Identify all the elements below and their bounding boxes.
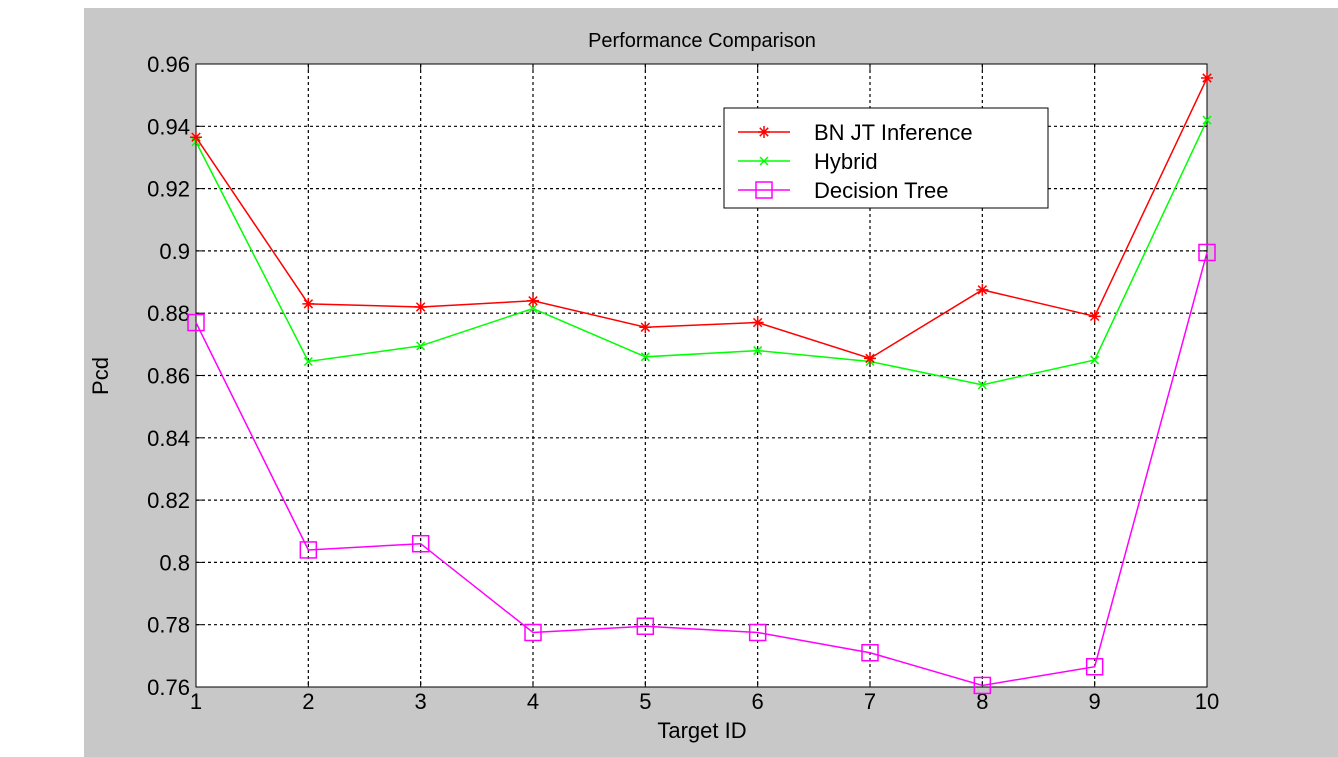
x-tick-label: 6 — [752, 689, 764, 714]
data-point — [527, 294, 539, 307]
data-point — [411, 534, 430, 553]
data-point — [976, 283, 989, 296]
series-line — [195, 77, 1208, 360]
y-tick-label: 0.82 — [147, 488, 190, 513]
data-point — [751, 316, 764, 329]
x-tick-label: 8 — [976, 689, 988, 714]
data-point — [748, 623, 767, 642]
legend: BN JT Inference Hybrid Decision Tree — [723, 107, 1049, 209]
data-point — [1198, 243, 1216, 262]
chart-title: Performance Comparison — [588, 30, 816, 52]
series-line — [195, 119, 1208, 386]
data-point — [303, 356, 313, 367]
legend-swatch-marker — [755, 181, 773, 199]
data-point — [636, 617, 655, 636]
legend-entry: Hybrid — [738, 149, 878, 174]
y-axis-label: Pcd — [88, 357, 113, 395]
data-point — [977, 380, 987, 390]
legend-entry: BN JT Inference — [738, 120, 973, 145]
data-point — [299, 541, 318, 559]
y-tick-label: 0.84 — [147, 426, 190, 451]
data-point — [528, 303, 538, 314]
y-tick-label: 0.9 — [159, 239, 190, 264]
data-point — [864, 352, 876, 365]
y-tick-label: 0.88 — [147, 301, 190, 326]
x-tick-label: 2 — [302, 689, 314, 714]
data-point — [753, 346, 763, 356]
data-point — [416, 341, 426, 351]
series-decision-tree — [187, 243, 1216, 695]
x-tick-label: 4 — [527, 689, 539, 714]
legend-entry: Decision Tree — [738, 178, 949, 203]
data-point — [187, 313, 205, 332]
grid — [196, 64, 1207, 687]
legend-swatch-marker — [759, 156, 769, 166]
data-point — [190, 131, 202, 144]
legend-label: Decision Tree — [814, 178, 949, 203]
data-point — [414, 300, 427, 313]
data-point — [1088, 310, 1101, 323]
data-point — [973, 676, 992, 695]
data-point — [861, 643, 879, 662]
data-point — [639, 321, 652, 334]
y-tick-label: 0.76 — [147, 675, 190, 700]
y-tick-label: 0.96 — [147, 52, 190, 77]
y-tick-label: 0.86 — [147, 364, 190, 389]
data-point — [524, 623, 542, 642]
x-tick-label: 3 — [415, 689, 427, 714]
legend-swatch-marker — [758, 126, 770, 138]
y-tick-label: 0.92 — [147, 177, 190, 202]
data-point — [1202, 115, 1212, 125]
figure-background: 1 2 3 4 5 6 7 8 9 10 0.76 0.78 0.8 0.82 0.84 0.86 0.88 0.… — [84, 8, 1338, 757]
series-line — [195, 252, 1208, 687]
data-point — [640, 352, 650, 362]
x-tick-label: 9 — [1089, 689, 1101, 714]
y-tick-label: 0.8 — [159, 550, 190, 575]
y-tick-label: 0.94 — [147, 114, 190, 139]
x-tick-label: 7 — [864, 689, 876, 714]
chart: 1 2 3 4 5 6 7 8 9 10 0.76 0.78 0.8 0.82 0.84 0.86 0.88 0.… — [88, 30, 1219, 743]
legend-box — [723, 107, 1049, 209]
series-layer — [187, 72, 1216, 695]
axis-ticks: 1 2 3 4 5 6 7 8 9 10 0.76 0.78 0.8 0.82 0.84 0.86 0.88 0.… — [147, 52, 1219, 714]
data-point — [1201, 72, 1213, 85]
y-tick-label: 0.78 — [147, 613, 190, 638]
x-tick-label: 1 — [190, 689, 202, 714]
data-point — [302, 297, 315, 310]
series-bn-jt-inference — [190, 72, 1213, 365]
legend-label: BN JT Inference — [814, 120, 973, 145]
x-axis-label: Target ID — [657, 718, 746, 743]
x-tick-label: 5 — [639, 689, 651, 714]
x-tick-label: 10 — [1195, 689, 1219, 714]
data-point — [1085, 658, 1104, 676]
legend-label: Hybrid — [814, 149, 878, 174]
data-point — [1090, 355, 1100, 365]
